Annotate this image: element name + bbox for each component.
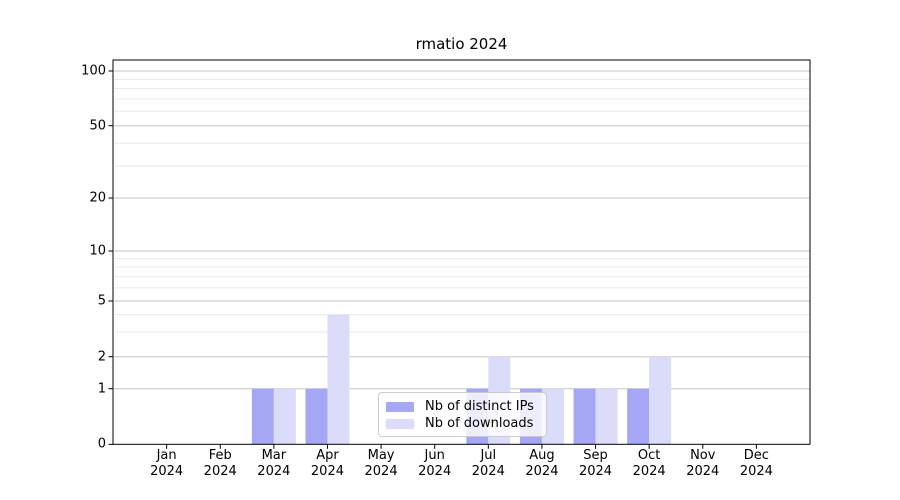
chart-title: rmatio 2024 [415,35,508,53]
x-axis-tick-label: Dec 2024 [739,448,773,480]
bar-downloads-sep [595,388,618,445]
legend-swatch-downloads-icon [386,418,414,429]
bar-downloads-aug [541,388,564,445]
x-axis-tick-label: Apr 2024 [310,448,344,480]
x-axis-tick-label: Feb 2024 [203,448,237,480]
bar-downloads-apr [327,314,350,445]
x-axis-tick-label: Mar 2024 [257,448,291,480]
legend-label-distinct-ips: Nb of distinct IPs [425,399,534,414]
bar-downloads-mar [273,388,296,445]
y-axis-tick-label: 2 [97,349,106,365]
legend-item-distinct-ips: Nb of distinct IPs [386,398,538,415]
x-axis-tick-label: Jul 2024 [471,448,505,480]
x-axis-tick-label: Sep 2024 [578,448,613,480]
x-axis-tick-label: Aug 2024 [525,448,559,480]
y-axis-tick-label: 100 [81,63,106,79]
x-axis-tick-label: Jun 2024 [418,448,452,480]
y-axis-tick-label: 5 [97,293,106,309]
plot-border [112,59,811,445]
y-axis-tick-label: 20 [89,190,106,206]
bar-downloads-oct [649,356,672,445]
legend: Nb of distinct IPs Nb of downloads [378,392,547,437]
bar-distinct-ips-mar [251,388,274,445]
x-axis-tick-label: May 2024 [364,448,398,480]
y-axis-tick-label: 0 [97,436,106,452]
bar-distinct-ips-oct [627,388,650,445]
bar-distinct-ips-sep [573,388,596,445]
y-axis-tick-label: 10 [89,243,106,259]
x-axis-tick-label: Nov 2024 [686,448,720,480]
legend-item-downloads: Nb of downloads [386,415,538,432]
x-axis-tick-label: Jan 2024 [150,448,184,480]
y-axis-tick-label: 1 [97,381,106,397]
x-axis-tick-label: Oct 2024 [632,448,666,480]
bar-distinct-ips-apr [305,388,328,445]
legend-label-downloads: Nb of downloads [425,416,534,431]
legend-swatch-distinct-ips-icon [386,401,414,412]
y-axis-tick-label: 50 [89,118,106,134]
